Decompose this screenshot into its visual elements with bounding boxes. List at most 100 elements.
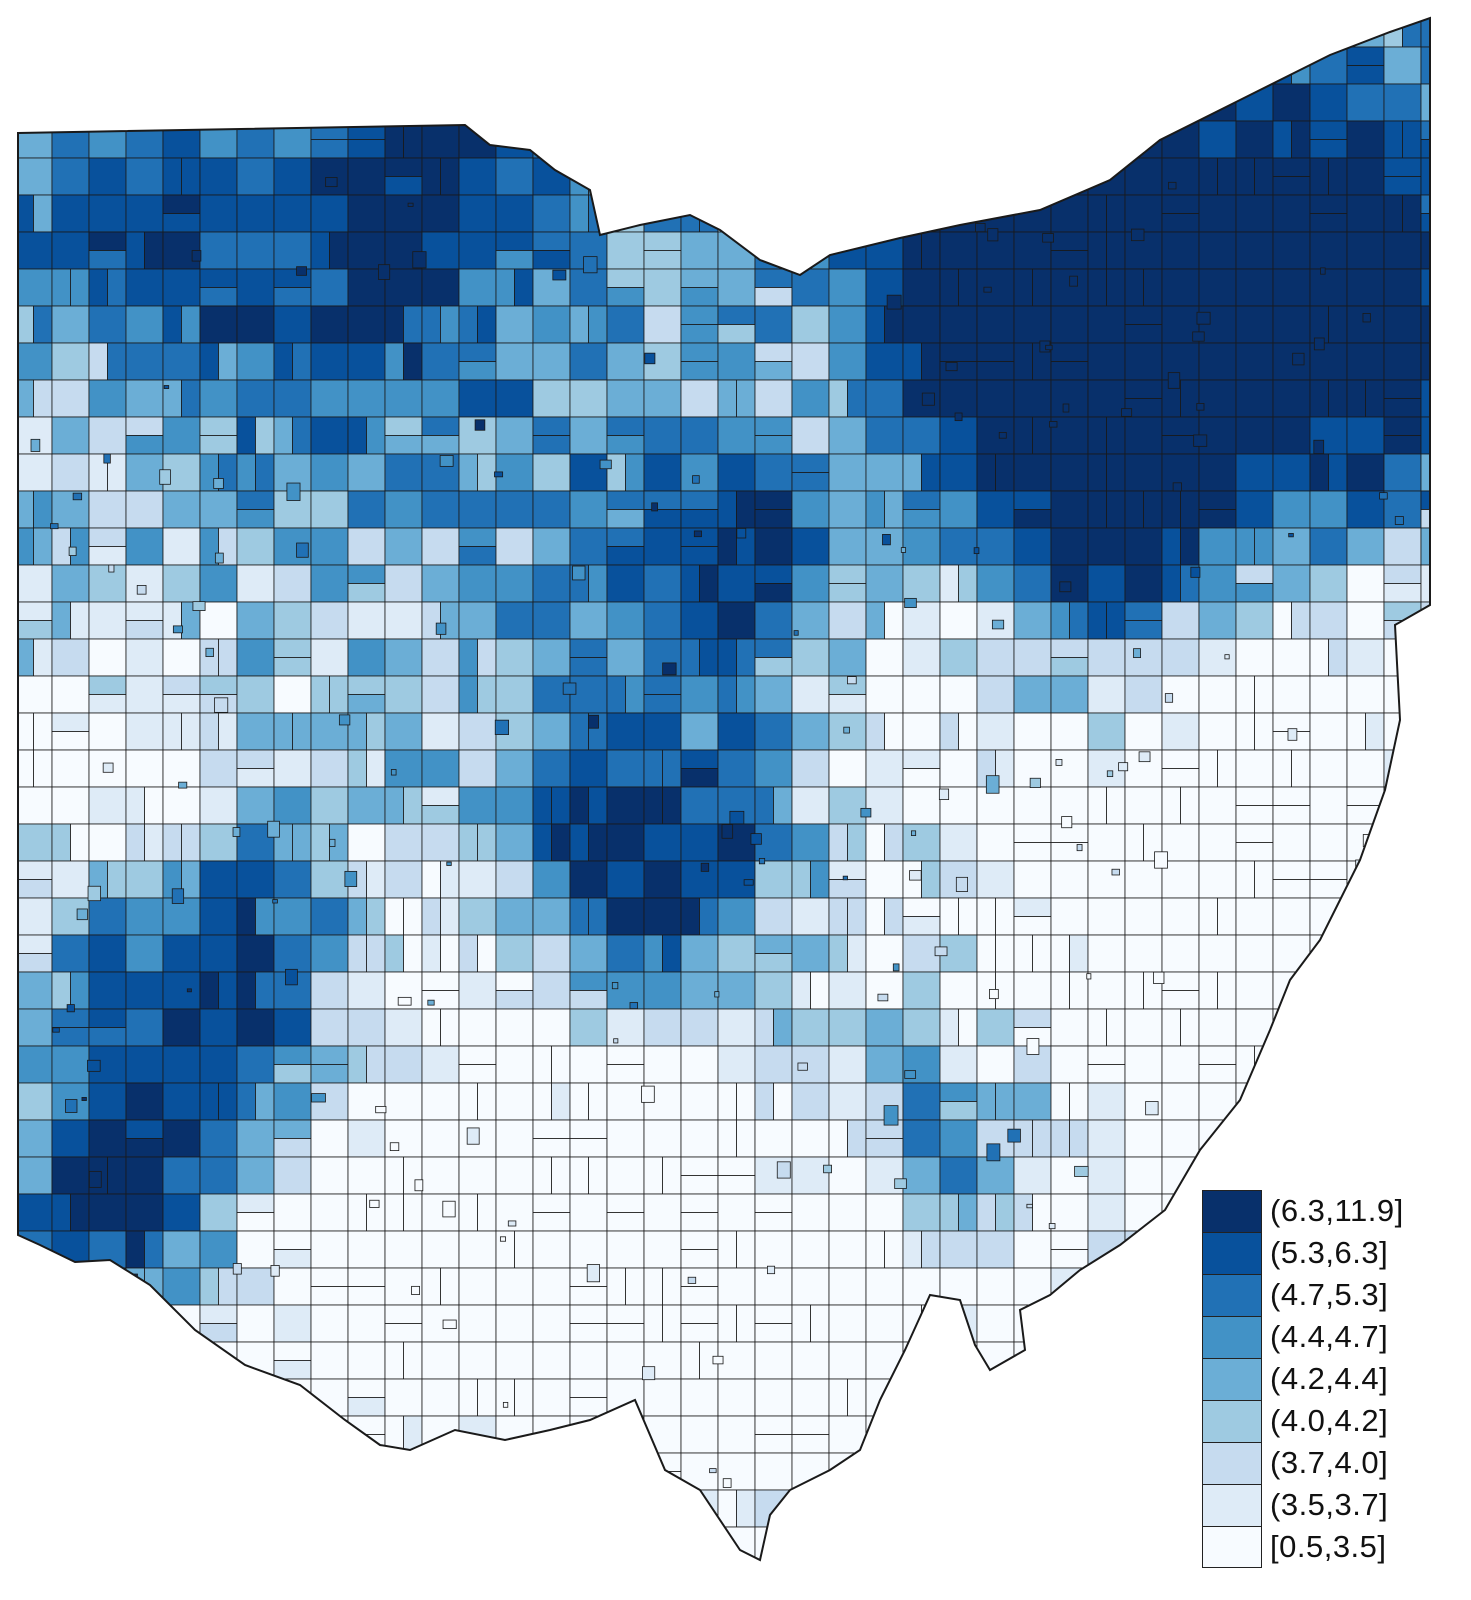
map-region: [680, 786, 719, 825]
map-region: [643, 194, 682, 214]
map-region: [1440, 1157, 1459, 1194]
map-region: [939, 1008, 959, 1047]
map-region: [643, 453, 682, 492]
town-outline: [65, 1099, 78, 1113]
map-region: [1254, 1045, 1274, 1084]
map-region: [421, 564, 460, 603]
map-region: [384, 435, 423, 455]
map-region: [162, 1193, 201, 1232]
map-region: [1198, 971, 1218, 1010]
town-outline: [1394, 516, 1404, 525]
map-region: [847, 823, 867, 862]
map-region: [125, 1360, 164, 1380]
map-region: [569, 231, 608, 270]
map-region: [736, 638, 756, 677]
map-region: [1420, 453, 1430, 492]
map-region: [199, 1119, 238, 1158]
map-region: [717, 1341, 756, 1380]
map-region: [1420, 1045, 1430, 1084]
town-outline: [182, 1507, 197, 1521]
town-outline: [1036, 168, 1045, 180]
map-region: [1069, 934, 1089, 973]
map-region: [18, 231, 53, 270]
map-region: [162, 157, 182, 196]
map-region: [643, 694, 682, 714]
map-region: [1383, 379, 1422, 399]
map-region: [606, 527, 645, 547]
map-region: [606, 435, 645, 455]
map-region: [51, 601, 71, 640]
map-region: [384, 860, 423, 899]
town-outline: [613, 1038, 619, 1044]
map-region: [458, 1156, 497, 1195]
map-region: [1346, 564, 1385, 603]
town-outline: [1190, 566, 1201, 578]
map-region: [1440, 84, 1459, 121]
map-region: [754, 583, 793, 603]
map-region: [1013, 1082, 1052, 1121]
map-region: [606, 342, 645, 381]
town-outline: [1055, 1423, 1064, 1430]
map-region: [532, 1341, 571, 1380]
map-region: [736, 194, 756, 233]
map-region: [1050, 749, 1089, 788]
map-region: [33, 1304, 53, 1343]
map-region: [51, 194, 90, 233]
map-region: [1420, 564, 1430, 603]
map-region: [199, 1082, 219, 1121]
map-region: [828, 564, 867, 584]
map-region: [18, 46, 53, 85]
map-region: [939, 638, 978, 677]
map-region: [1309, 527, 1348, 566]
map-region: [569, 1378, 608, 1398]
map-region: [680, 712, 719, 751]
map-region: [1420, 305, 1430, 344]
map-region: [347, 1267, 386, 1287]
map-region: [1161, 1452, 1200, 1491]
map-region: [1161, 1193, 1200, 1232]
map-region: [865, 1452, 904, 1491]
map-region: [754, 46, 793, 85]
map-region: [495, 1267, 534, 1306]
map-region: [1272, 231, 1311, 270]
map-region: [421, 1341, 460, 1380]
map-region: [199, 934, 238, 973]
map-region: [1124, 1304, 1144, 1343]
map-region: [366, 1193, 386, 1232]
legend-label: (3.5,3.7]: [1270, 1487, 1389, 1522]
map-region: [347, 583, 386, 603]
map-region: [125, 712, 164, 751]
map-region: [347, 1008, 386, 1047]
map-region: [532, 1008, 571, 1047]
map-region: [1088, 1564, 1125, 1600]
map-region: [495, 194, 534, 233]
map-region: [606, 268, 645, 288]
map-region: [51, 83, 90, 122]
map-region: [162, 1489, 201, 1528]
map-region: [421, 675, 460, 714]
map-region: [51, 1452, 90, 1491]
map-region: [1050, 305, 1089, 344]
map-region: [1309, 934, 1348, 973]
map-region: [1032, 934, 1052, 973]
town-outline: [286, 482, 301, 501]
town-outline: [66, 1004, 75, 1013]
map-region: [699, 564, 719, 603]
map-region: [1198, 379, 1237, 418]
map-region: [680, 342, 719, 362]
map-region: [347, 194, 386, 233]
town-outline: [499, 1236, 507, 1242]
map-region: [717, 897, 756, 936]
map-region: [791, 1378, 830, 1417]
map-region: [273, 1230, 312, 1250]
map-region: [273, 287, 312, 307]
map-region: [347, 1045, 367, 1084]
map-region: [199, 46, 238, 85]
map-region: [125, 1119, 164, 1139]
map-region: [1272, 675, 1311, 714]
map-region: [199, 1545, 238, 1560]
map-region: [828, 453, 867, 492]
map-region: [754, 1230, 793, 1269]
map-region: [1087, 157, 1126, 196]
map-region: [1346, 379, 1366, 418]
